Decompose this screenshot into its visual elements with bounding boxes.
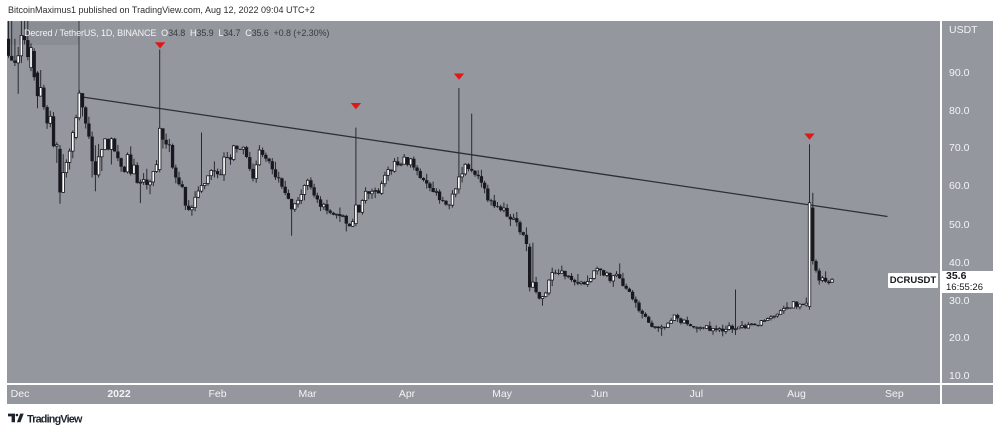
svg-text:TradingView: TradingView [27,413,83,425]
